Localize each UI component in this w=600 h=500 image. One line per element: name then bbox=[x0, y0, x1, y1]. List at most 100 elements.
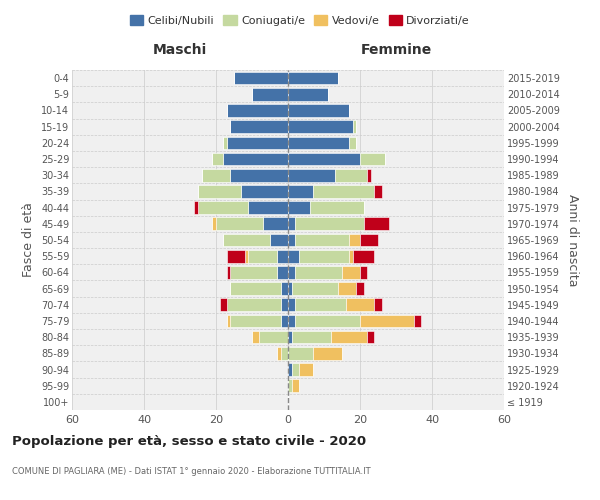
Bar bbox=[227, 266, 230, 278]
Bar bbox=[248, 250, 277, 262]
Bar bbox=[299, 363, 313, 376]
Bar bbox=[288, 363, 292, 376]
Bar bbox=[223, 136, 227, 149]
Legend: Celibi/Nubili, Coniugati/e, Vedovi/e, Divorziati/e: Celibi/Nubili, Coniugati/e, Vedovi/e, Di… bbox=[125, 10, 475, 30]
Bar bbox=[288, 72, 338, 85]
Bar bbox=[346, 298, 374, 311]
Bar bbox=[313, 347, 342, 360]
Bar bbox=[288, 250, 299, 262]
Bar bbox=[212, 152, 223, 166]
Bar bbox=[295, 298, 346, 311]
Bar bbox=[367, 169, 371, 181]
Bar bbox=[288, 88, 328, 101]
Bar bbox=[360, 234, 378, 246]
Bar bbox=[364, 218, 389, 230]
Bar bbox=[281, 347, 288, 360]
Bar bbox=[299, 250, 349, 262]
Bar bbox=[349, 234, 360, 246]
Bar bbox=[230, 120, 288, 133]
Bar bbox=[227, 314, 230, 328]
Bar bbox=[234, 72, 288, 85]
Bar bbox=[212, 218, 216, 230]
Bar bbox=[277, 347, 281, 360]
Bar bbox=[223, 152, 288, 166]
Bar bbox=[263, 218, 288, 230]
Y-axis label: Anni di nascita: Anni di nascita bbox=[566, 194, 579, 286]
Bar bbox=[335, 169, 367, 181]
Bar bbox=[295, 218, 364, 230]
Bar bbox=[288, 202, 310, 214]
Bar bbox=[313, 185, 374, 198]
Y-axis label: Fasce di età: Fasce di età bbox=[22, 202, 35, 278]
Bar bbox=[198, 202, 248, 214]
Bar bbox=[367, 331, 374, 344]
Bar bbox=[216, 218, 263, 230]
Bar bbox=[194, 202, 198, 214]
Bar bbox=[288, 266, 295, 278]
Bar bbox=[342, 266, 360, 278]
Bar bbox=[252, 88, 288, 101]
Bar bbox=[281, 314, 288, 328]
Bar bbox=[353, 250, 374, 262]
Text: Maschi: Maschi bbox=[153, 44, 207, 58]
Bar bbox=[374, 185, 382, 198]
Bar bbox=[220, 298, 227, 311]
Bar bbox=[241, 185, 288, 198]
Bar bbox=[288, 169, 335, 181]
Bar bbox=[230, 169, 288, 181]
Bar bbox=[288, 120, 353, 133]
Bar bbox=[310, 202, 364, 214]
Bar bbox=[288, 104, 349, 117]
Bar bbox=[338, 282, 356, 295]
Bar bbox=[288, 380, 292, 392]
Bar bbox=[227, 136, 288, 149]
Bar bbox=[288, 136, 349, 149]
Bar bbox=[248, 202, 288, 214]
Bar bbox=[230, 314, 281, 328]
Bar bbox=[288, 298, 295, 311]
Bar bbox=[349, 136, 356, 149]
Bar bbox=[288, 234, 295, 246]
Bar bbox=[292, 363, 299, 376]
Bar bbox=[295, 314, 360, 328]
Bar bbox=[292, 380, 299, 392]
Bar bbox=[288, 282, 292, 295]
Bar bbox=[288, 218, 295, 230]
Bar bbox=[292, 282, 338, 295]
Bar bbox=[277, 250, 288, 262]
Bar bbox=[252, 331, 259, 344]
Bar bbox=[288, 347, 313, 360]
Bar bbox=[223, 234, 270, 246]
Bar bbox=[295, 266, 342, 278]
Bar bbox=[288, 314, 295, 328]
Bar bbox=[360, 152, 385, 166]
Bar bbox=[288, 152, 360, 166]
Bar bbox=[288, 185, 313, 198]
Bar bbox=[295, 234, 349, 246]
Bar bbox=[356, 282, 364, 295]
Text: Popolazione per età, sesso e stato civile - 2020: Popolazione per età, sesso e stato civil… bbox=[12, 435, 366, 448]
Bar bbox=[349, 250, 353, 262]
Bar bbox=[230, 282, 281, 295]
Text: COMUNE DI PAGLIARA (ME) - Dati ISTAT 1° gennaio 2020 - Elaborazione TUTTITALIA.I: COMUNE DI PAGLIARA (ME) - Dati ISTAT 1° … bbox=[12, 468, 371, 476]
Bar bbox=[331, 331, 367, 344]
Bar bbox=[202, 169, 230, 181]
Bar bbox=[288, 331, 292, 344]
Bar bbox=[227, 298, 281, 311]
Bar bbox=[259, 331, 288, 344]
Bar bbox=[292, 331, 331, 344]
Bar bbox=[353, 120, 356, 133]
Bar bbox=[227, 250, 245, 262]
Text: Femmine: Femmine bbox=[361, 44, 431, 58]
Bar bbox=[198, 185, 241, 198]
Bar bbox=[414, 314, 421, 328]
Bar bbox=[277, 266, 288, 278]
Bar bbox=[360, 314, 414, 328]
Bar bbox=[230, 266, 277, 278]
Bar bbox=[360, 266, 367, 278]
Bar bbox=[281, 282, 288, 295]
Bar bbox=[270, 234, 288, 246]
Bar bbox=[245, 250, 248, 262]
Bar bbox=[281, 298, 288, 311]
Bar bbox=[374, 298, 382, 311]
